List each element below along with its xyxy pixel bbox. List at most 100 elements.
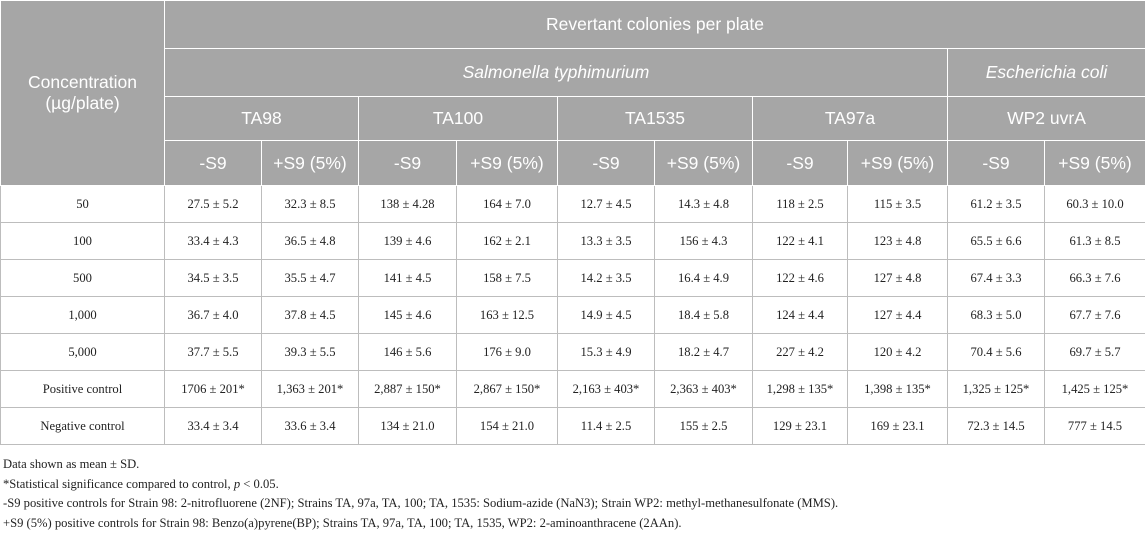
footnote-mean-sd: Data shown as mean ± SD. (3, 457, 140, 471)
value-cell: 69.7 ± 5.7 (1044, 333, 1145, 371)
table-body: 50 27.5 ± 5.2 32.3 ± 8.5 138 ± 4.28 164 ± 7.… (0, 185, 1145, 445)
value-cell: 122 ± 4.1 (752, 222, 848, 260)
value-cell: 34.5 ± 3.5 (164, 259, 262, 297)
value-cell: 120 ± 4.2 (847, 333, 948, 371)
value-cell: 1,425 ± 125* (1044, 370, 1145, 408)
value-cell: 70.4 ± 5.6 (947, 333, 1045, 371)
footnote-plus-s9-controls: +S9 (5%) positive controls for Strain 98… (3, 515, 682, 530)
value-cell: 32.3 ± 8.5 (261, 185, 359, 223)
value-cell: 227 ± 4.2 (752, 333, 848, 371)
table-footnotes: Data shown as mean ± SD. *Statistical si… (3, 455, 838, 533)
revertant-header: Revertant colonies per plate (164, 0, 1145, 49)
condition-header: +S9 (5%) (1044, 140, 1145, 186)
value-cell: 2,867 ± 150* (456, 370, 558, 408)
salmonella-header: Salmonella typhimurium (164, 48, 948, 97)
value-cell: 123 ± 4.8 (847, 222, 948, 260)
strain-header-ta100: TA100 (358, 96, 558, 141)
footnote-significance-suffix: < 0.05. (240, 476, 279, 491)
strain-header-wp2-uvra: WP2 uvrA (947, 96, 1145, 141)
value-cell: 14.3 ± 4.8 (654, 185, 753, 223)
value-cell: 11.4 ± 2.5 (557, 407, 655, 445)
value-cell: 139 ± 4.6 (358, 222, 457, 260)
value-cell: 154 ± 21.0 (456, 407, 558, 445)
concentration-cell: 100 (0, 222, 165, 260)
value-cell: 14.9 ± 4.5 (557, 296, 655, 334)
value-cell: 146 ± 5.6 (358, 333, 457, 371)
value-cell: 2,887 ± 150* (358, 370, 457, 408)
condition-header: -S9 (752, 140, 848, 186)
value-cell: 1,298 ± 135* (752, 370, 848, 408)
value-cell: 33.6 ± 3.4 (261, 407, 359, 445)
condition-header: +S9 (5%) (654, 140, 753, 186)
condition-header: -S9 (164, 140, 262, 186)
condition-header: +S9 (5%) (261, 140, 359, 186)
value-cell: 61.3 ± 8.5 (1044, 222, 1145, 260)
value-cell: 15.3 ± 4.9 (557, 333, 655, 371)
value-cell: 1706 ± 201* (164, 370, 262, 408)
footnote-minus-s9-controls: -S9 positive controls for Strain 98: 2-n… (3, 496, 839, 511)
value-cell: 37.7 ± 5.5 (164, 333, 262, 371)
value-cell: 122 ± 4.6 (752, 259, 848, 297)
value-cell: 18.4 ± 5.8 (654, 296, 753, 334)
concentration-cell: Negative control (0, 407, 165, 445)
table-row: 5,000 37.7 ± 5.5 39.3 ± 5.5 146 ± 5.6 176 ± … (0, 333, 1145, 371)
value-cell: 27.5 ± 5.2 (164, 185, 262, 223)
value-cell: 1,363 ± 201* (261, 370, 359, 408)
table-row: Negative control 33.4 ± 3.4 33.6 ± 3.4 134 … (0, 407, 1145, 445)
concentration-cell: 5,000 (0, 333, 165, 371)
value-cell: 141 ± 4.5 (358, 259, 457, 297)
footnote-significance-prefix: *Statistical significance compared to co… (3, 476, 234, 491)
value-cell: 124 ± 4.4 (752, 296, 848, 334)
condition-header: -S9 (358, 140, 457, 186)
concentration-cell: 500 (0, 259, 165, 297)
concentration-cell: 50 (0, 185, 165, 223)
concentration-label: Concentration (28, 72, 137, 92)
table-row: Positive control 1706 ± 201* 1,363 ± 201* 2… (0, 370, 1145, 408)
value-cell: 1,325 ± 125* (947, 370, 1045, 408)
strain-header-ta1535: TA1535 (557, 96, 753, 141)
value-cell: 134 ± 21.0 (358, 407, 457, 445)
value-cell: 127 ± 4.8 (847, 259, 948, 297)
value-cell: 39.3 ± 5.5 (261, 333, 359, 371)
value-cell: 33.4 ± 3.4 (164, 407, 262, 445)
value-cell: 14.2 ± 3.5 (557, 259, 655, 297)
concentration-cell: Positive control (0, 370, 165, 408)
value-cell: 36.5 ± 4.8 (261, 222, 359, 260)
value-cell: 67.7 ± 7.6 (1044, 296, 1145, 334)
value-cell: 138 ± 4.28 (358, 185, 457, 223)
table-row: 500 34.5 ± 3.5 35.5 ± 4.7 141 ± 4.5 158 ± 7.… (0, 259, 1145, 297)
concentration-cell: 1,000 (0, 296, 165, 334)
value-cell: 12.7 ± 4.5 (557, 185, 655, 223)
value-cell: 66.3 ± 7.6 (1044, 259, 1145, 297)
condition-header: +S9 (5%) (847, 140, 948, 186)
value-cell: 158 ± 7.5 (456, 259, 558, 297)
value-cell: 164 ± 7.0 (456, 185, 558, 223)
value-cell: 118 ± 2.5 (752, 185, 848, 223)
value-cell: 18.2 ± 4.7 (654, 333, 753, 371)
value-cell: 36.7 ± 4.0 (164, 296, 262, 334)
value-cell: 155 ± 2.5 (654, 407, 753, 445)
value-cell: 127 ± 4.4 (847, 296, 948, 334)
footnote-significance-p: p (233, 476, 241, 491)
value-cell: 1,398 ± 135* (847, 370, 948, 408)
value-cell: 156 ± 4.3 (654, 222, 753, 260)
table-row: 1,000 36.7 ± 4.0 37.8 ± 4.5 145 ± 4.6 163 ± … (0, 296, 1145, 334)
value-cell: 16.4 ± 4.9 (654, 259, 753, 297)
value-cell: 176 ± 9.0 (456, 333, 558, 371)
value-cell: 68.3 ± 5.0 (947, 296, 1045, 334)
concentration-unit: (µg/plate) (45, 93, 120, 113)
value-cell: 777 ± 14.5 (1044, 407, 1145, 445)
condition-header: -S9 (557, 140, 655, 186)
revertant-colonies-table: Concentration (µg/plate) Revertant colon… (0, 0, 1145, 445)
value-cell: 163 ± 12.5 (456, 296, 558, 334)
strain-header-ta97a: TA97a (752, 96, 948, 141)
value-cell: 35.5 ± 4.7 (261, 259, 359, 297)
value-cell: 67.4 ± 3.3 (947, 259, 1045, 297)
value-cell: 2,163 ± 403* (557, 370, 655, 408)
condition-header: +S9 (5%) (456, 140, 558, 186)
value-cell: 13.3 ± 3.5 (557, 222, 655, 260)
value-cell: 115 ± 3.5 (847, 185, 948, 223)
value-cell: 162 ± 2.1 (456, 222, 558, 260)
ecoli-header: Escherichia coli (947, 48, 1145, 97)
value-cell: 60.3 ± 10.0 (1044, 185, 1145, 223)
